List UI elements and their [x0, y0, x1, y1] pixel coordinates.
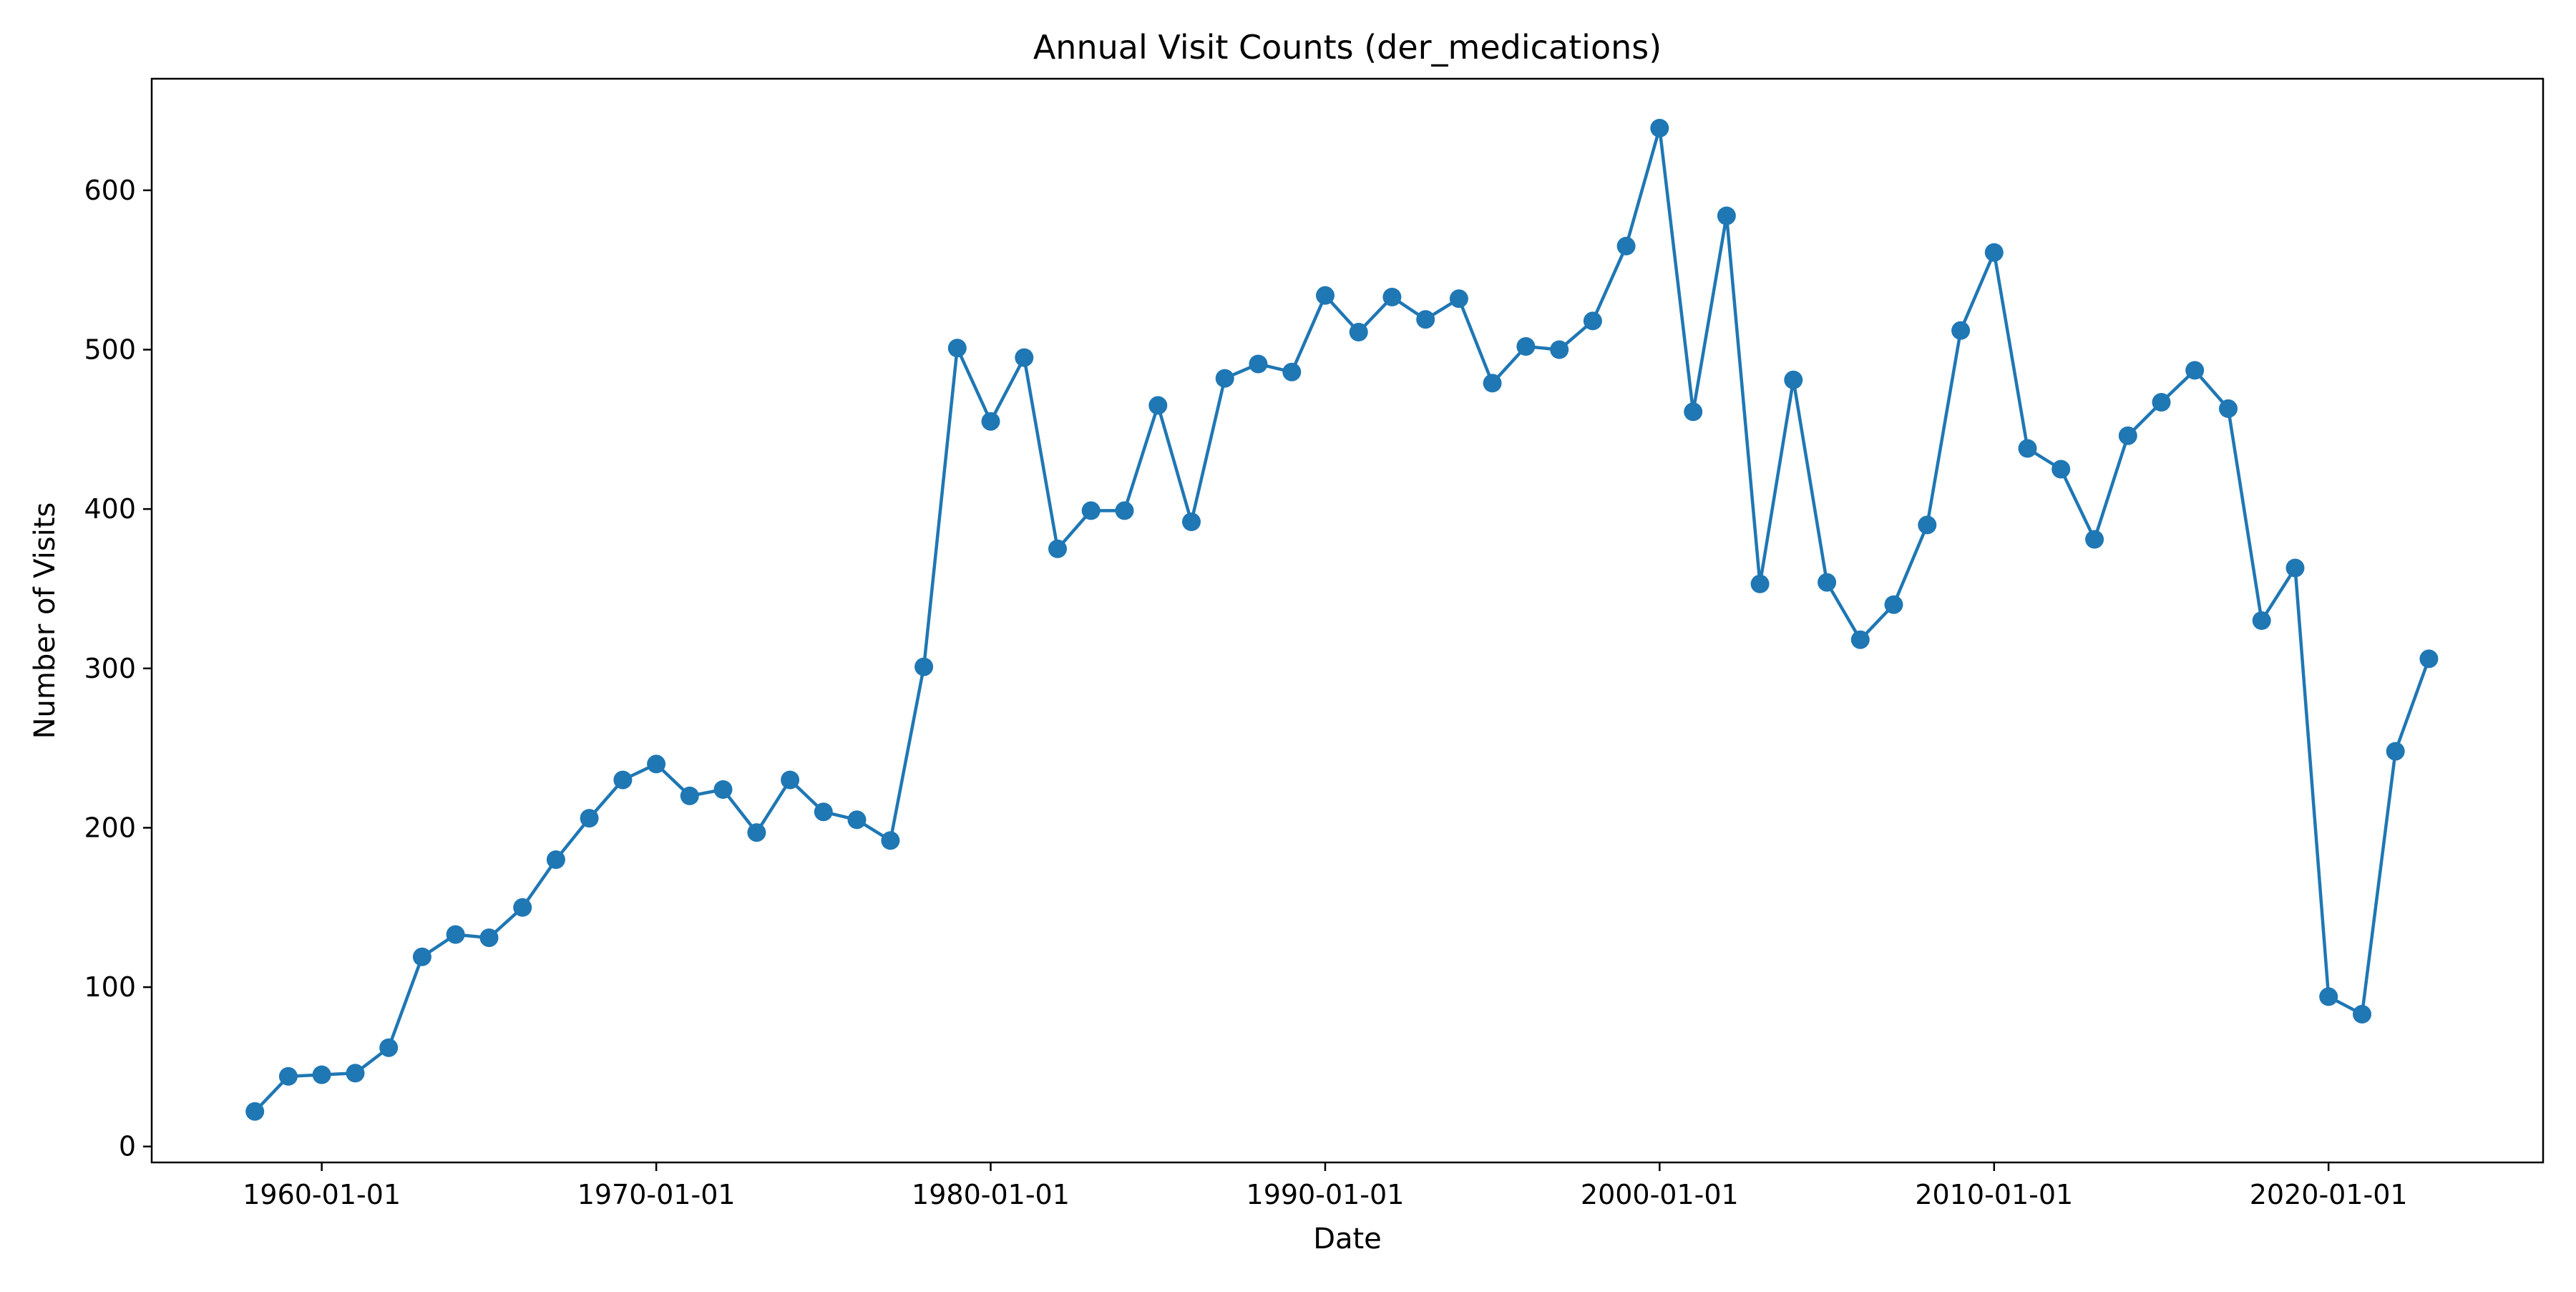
- data-point-marker: [1984, 243, 2004, 262]
- data-point-marker: [981, 412, 1000, 431]
- data-point-marker: [1015, 348, 1034, 367]
- data-point-marker: [546, 850, 565, 869]
- data-point-marker: [1349, 323, 1368, 341]
- data-point-marker: [1449, 289, 1468, 309]
- data-point-marker: [2386, 742, 2405, 761]
- data-point-marker: [1583, 311, 1602, 331]
- data-point-marker: [446, 925, 465, 944]
- data-point-marker: [1616, 236, 1636, 256]
- data-point-marker: [747, 823, 766, 842]
- data-point-marker: [580, 809, 599, 828]
- data-point-marker: [1182, 513, 1201, 531]
- data-point-marker: [513, 898, 532, 917]
- data-point-marker: [2018, 439, 2037, 458]
- data-point-marker: [781, 770, 800, 790]
- data-point-marker: [2051, 460, 2071, 479]
- data-point-marker: [1918, 515, 1937, 535]
- data-point-marker: [479, 928, 499, 948]
- data-point-marker: [1215, 369, 1234, 388]
- x-tick-label: 1980-01-01: [912, 1179, 1070, 1210]
- data-point-marker: [2085, 530, 2104, 549]
- data-point-marker: [278, 1067, 298, 1086]
- data-point-marker: [847, 810, 867, 830]
- y-tick-label: 200: [84, 812, 136, 843]
- y-tick-label: 500: [84, 334, 136, 366]
- x-tick-label: 1970-01-01: [577, 1179, 736, 1210]
- data-point-marker: [1416, 310, 1435, 329]
- data-point-marker: [613, 770, 633, 790]
- chart-title: Annual Visit Counts (der_medications): [1033, 28, 1662, 67]
- x-axis: 1960-01-01 1970-01-01 1980-01-01 1990-01-01…: [243, 1162, 2408, 1210]
- data-point-marker: [1818, 573, 1837, 592]
- data-point-marker: [2319, 987, 2338, 1006]
- x-tick-label: 2010-01-01: [1915, 1179, 2073, 1210]
- data-point-marker: [2419, 649, 2439, 669]
- data-point-marker: [914, 657, 934, 676]
- y-axis: 0 100 200 300 400 500 600: [84, 175, 152, 1162]
- data-point-marker: [1081, 501, 1101, 520]
- data-point-marker: [1516, 337, 1536, 356]
- data-point-marker: [1316, 286, 1335, 305]
- x-tick-label: 1990-01-01: [1246, 1179, 1405, 1210]
- data-point-marker: [1148, 396, 1168, 415]
- data-point-marker: [379, 1038, 399, 1057]
- data-point-marker: [1483, 374, 1502, 393]
- data-point-marker: [1048, 539, 1067, 558]
- data-point-marker: [2118, 426, 2137, 445]
- data-point-marker: [1282, 362, 1302, 382]
- y-tick-label: 0: [119, 1131, 136, 1162]
- data-point-marker: [2219, 399, 2238, 418]
- data-point-marker: [2353, 1004, 2371, 1024]
- data-point-marker: [2152, 393, 2171, 412]
- data-point-marker: [2252, 611, 2271, 630]
- data-point-marker: [1884, 595, 1903, 614]
- data-point-marker: [412, 947, 431, 966]
- data-point-marker: [647, 754, 666, 774]
- data-point-marker: [346, 1064, 365, 1083]
- data-point-marker: [680, 786, 699, 805]
- plot-area: [245, 119, 2439, 1121]
- x-tick-label: 2000-01-01: [1581, 1179, 1739, 1210]
- x-axis-label: Date: [1313, 1223, 1382, 1255]
- data-point-marker: [1717, 206, 1736, 225]
- data-point-marker: [2185, 361, 2205, 380]
- data-point-marker: [1550, 340, 1569, 359]
- axes-frame: [150, 77, 2545, 1164]
- data-point-marker: [1115, 501, 1134, 520]
- y-tick-label: 400: [84, 493, 136, 525]
- y-axis-label: Number of Visits: [29, 502, 62, 739]
- data-point-marker: [1650, 119, 1669, 137]
- data-point-marker: [1382, 288, 1402, 306]
- data-point-marker: [881, 831, 900, 850]
- data-point-marker: [1951, 321, 1971, 340]
- y-tick-label: 300: [84, 653, 136, 684]
- data-point-marker: [1249, 354, 1268, 374]
- data-point-marker: [1850, 630, 1870, 649]
- data-point-marker: [245, 1102, 265, 1121]
- y-tick-label: 600: [84, 175, 136, 206]
- x-tick-label: 2020-01-01: [2250, 1179, 2408, 1210]
- data-point-marker: [814, 802, 833, 822]
- x-tick-label: 1960-01-01: [243, 1179, 401, 1210]
- y-tick-label: 100: [84, 971, 136, 1003]
- data-point-marker: [1784, 370, 1803, 389]
- data-point-marker: [713, 780, 733, 799]
- data-point-marker: [312, 1065, 331, 1084]
- data-point-marker: [2285, 558, 2305, 578]
- data-point-marker: [947, 339, 967, 358]
- data-point-marker: [1684, 402, 1703, 422]
- data-point-marker: [1750, 574, 1770, 593]
